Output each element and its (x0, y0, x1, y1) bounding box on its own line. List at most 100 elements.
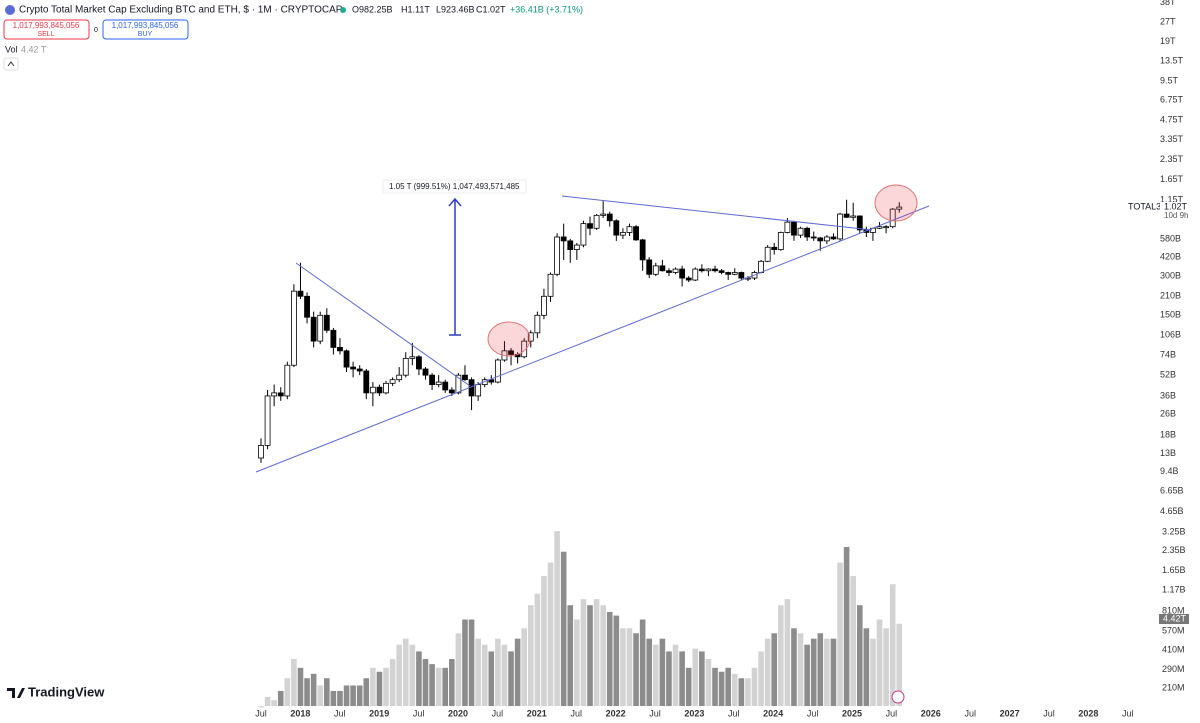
candle-body (396, 374, 403, 381)
candle-body (889, 208, 896, 228)
y-tick-label: 106B (1160, 329, 1181, 339)
x-tick-label: Jul (492, 708, 504, 718)
volume-bar (791, 628, 797, 706)
candle-body (843, 213, 850, 218)
volume-bar (620, 628, 626, 706)
candle-body (317, 314, 324, 342)
volume-bar (771, 633, 778, 706)
x-tick-label: Jul (1122, 708, 1134, 718)
volume-tick-label: 570M (1162, 626, 1185, 636)
candle-body (534, 314, 541, 334)
candle-body (705, 268, 712, 272)
sell-price: 1,017,993,845,056 (13, 21, 80, 30)
last-price: 1.02T (1164, 201, 1188, 211)
candle-body (784, 221, 791, 233)
candle-body (527, 332, 534, 342)
candle-body (810, 236, 817, 239)
candle-body (731, 272, 738, 275)
volume-bar (600, 605, 606, 706)
candle-body (600, 213, 607, 216)
candle-body (409, 356, 416, 359)
x-tick-label: Jul (1043, 708, 1055, 718)
candle-body (290, 290, 297, 366)
candle-body (271, 392, 278, 397)
volume-bar (495, 638, 501, 706)
status-dot (340, 7, 346, 13)
volume-label: 4.42T (1163, 613, 1187, 623)
volume-bar (488, 651, 495, 706)
x-tick-label: Jul (570, 708, 582, 718)
candle-body (573, 244, 580, 250)
volume-bar (804, 644, 810, 706)
volume-bar (778, 605, 784, 706)
candle-body (416, 356, 422, 370)
volume-bar (653, 644, 659, 706)
volume-bar (514, 638, 521, 706)
volume-bar (817, 633, 824, 706)
countdown: 10d 9h (1164, 211, 1188, 220)
volume-tick-label: 1.65B (1162, 565, 1186, 575)
highlight-circle (487, 321, 531, 357)
volume-bar (731, 673, 738, 706)
candle-body (659, 265, 666, 272)
volume-bar (324, 678, 330, 706)
candle-body (712, 268, 718, 272)
candle-body (567, 240, 574, 250)
volume-bar (560, 551, 567, 706)
volume-bar (712, 667, 718, 706)
volume-bar (521, 628, 527, 706)
x-tick-label: Jul (413, 708, 425, 718)
y-tick-label: 4.75T (1160, 114, 1184, 124)
volume-bar (317, 685, 324, 706)
candle-body (337, 346, 343, 352)
candle-body (258, 445, 264, 459)
volume-tick-label: 2.35B (1162, 545, 1186, 555)
candle-body (883, 226, 889, 229)
vol-label: Vol (5, 44, 18, 54)
candle-body (389, 379, 396, 384)
buy-button[interactable] (102, 19, 189, 40)
y-tick-label: 27T (1160, 16, 1176, 26)
volume-bar (475, 638, 481, 706)
ohlc-high: H1.11T (401, 4, 430, 14)
x-tick-label: Jul (255, 708, 267, 718)
candle-body (323, 314, 330, 331)
candle-body (494, 359, 501, 383)
volume-bar (277, 690, 284, 706)
candle-body (777, 232, 784, 250)
candle-body (448, 389, 455, 394)
candle-body (330, 329, 337, 348)
volume-bar (356, 685, 363, 706)
volume-bar (784, 599, 791, 706)
volume-bar (699, 651, 705, 706)
volume-tick-label: 210M (1162, 683, 1185, 693)
candle-body (356, 368, 363, 372)
candle-body (738, 272, 745, 279)
volume-bar (764, 638, 771, 706)
event-icon[interactable] (891, 690, 905, 704)
candle-body (666, 270, 672, 273)
volume-bar (679, 651, 685, 706)
candle-body (626, 226, 633, 233)
candle-body (679, 268, 686, 279)
y-tick-label: 420B (1160, 252, 1181, 262)
volume-bar (580, 599, 587, 706)
candle-body (646, 259, 653, 275)
sell-button[interactable] (3, 19, 90, 40)
y-tick-label: 4.65B (1160, 506, 1184, 516)
volume-bar (613, 615, 620, 706)
candle-body (402, 357, 409, 376)
y-tick-label: 2.35T (1160, 154, 1184, 164)
candle-body (560, 236, 567, 242)
candle-body (823, 236, 830, 242)
candle-body (343, 350, 350, 368)
candle-body (771, 246, 778, 250)
collapse-button[interactable] (3, 57, 19, 71)
candle-body (310, 316, 317, 342)
trend-line (561, 195, 873, 231)
x-tick-label: Jul (728, 708, 740, 718)
x-tick-label: 2019 (369, 708, 389, 718)
volume-bar (797, 633, 804, 706)
candle-body (639, 239, 646, 261)
candle-body (672, 268, 679, 273)
